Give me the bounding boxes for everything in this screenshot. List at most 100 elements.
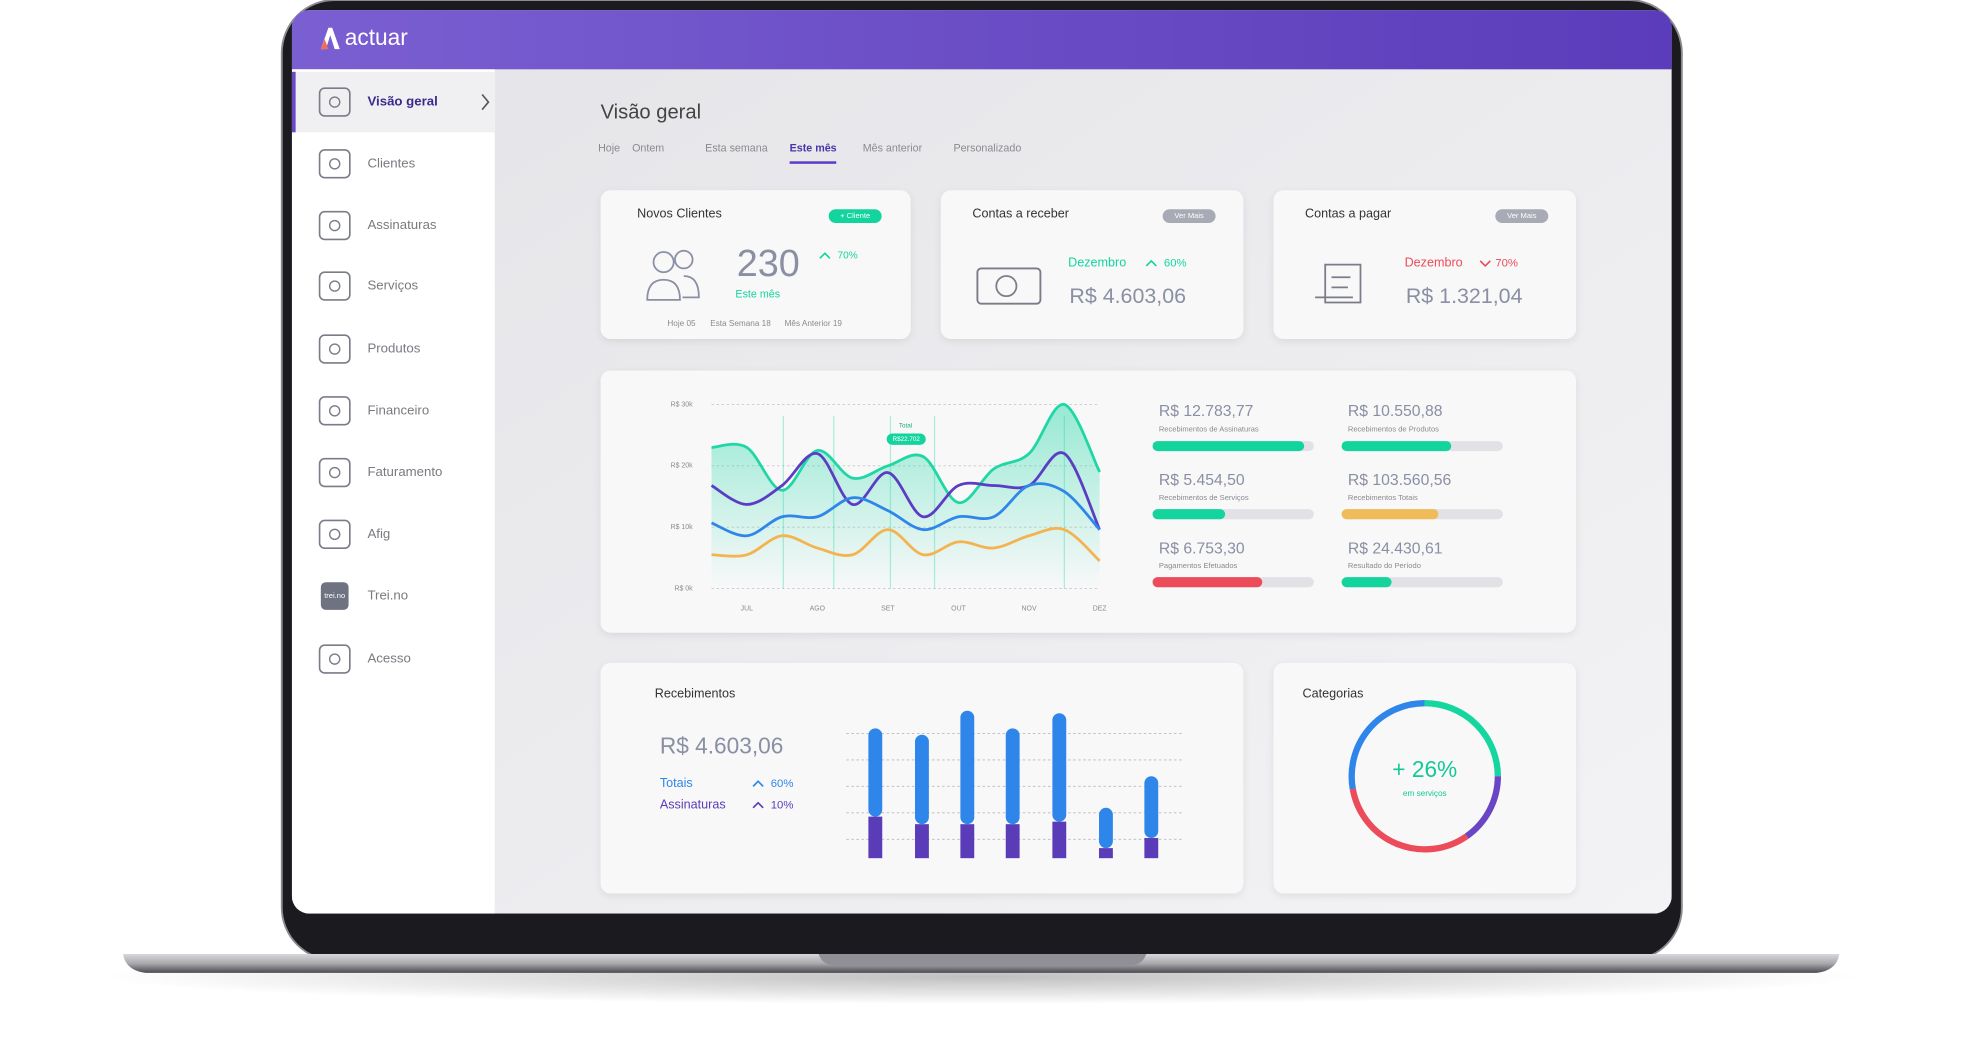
y-tick-label: R$ 30k	[671, 401, 693, 408]
x-tick-label: NOV	[1022, 606, 1037, 613]
tab[interactable]: Este mês	[790, 143, 837, 155]
tab-underline	[789, 161, 837, 164]
donut-arc	[1424, 700, 1502, 777]
trend-up	[752, 801, 764, 809]
tab[interactable]: Mês anterior	[863, 143, 923, 155]
button[interactable]	[1162, 209, 1216, 224]
x-tick-label: AGO	[810, 606, 826, 613]
legend-label: Totais	[660, 776, 693, 790]
sidebar-item[interactable]: Trei.no	[367, 588, 408, 603]
amount: R$ 1.321,04	[1406, 284, 1523, 308]
card-title: Recebimentos	[655, 687, 736, 701]
sidebar-item[interactable]: Clientes	[367, 155, 415, 170]
tab[interactable]: Esta semana	[705, 143, 768, 155]
sidebar-item[interactable]: Financeiro	[367, 402, 429, 417]
trend-up	[819, 252, 831, 259]
icon	[1315, 263, 1362, 304]
annotation: R$22.702	[893, 436, 921, 443]
active-item-bg	[293, 71, 495, 133]
y-tick-label: R$ 20k	[671, 463, 693, 470]
sidebar-item[interactable]: Produtos	[367, 341, 420, 356]
icon-label: trei.no	[324, 591, 345, 600]
icon-detail	[328, 219, 341, 232]
change: 70%	[1495, 257, 1518, 269]
bar	[915, 824, 929, 859]
icon	[976, 267, 1042, 305]
card-title: Contas a pagar	[1305, 207, 1391, 221]
icon	[652, 251, 675, 274]
logo: actuar	[345, 24, 408, 50]
history: Mês Anterior 19	[785, 319, 843, 328]
sidebar	[291, 69, 495, 914]
history: Hoje 05	[667, 319, 696, 328]
icon	[318, 87, 351, 117]
bar	[960, 710, 975, 825]
icon	[318, 210, 351, 241]
icon	[318, 519, 351, 550]
button[interactable]	[828, 209, 882, 224]
icon-detail	[328, 343, 341, 355]
icon	[318, 396, 351, 426]
card	[940, 190, 1244, 339]
x-tick-label: DEZ	[1093, 606, 1108, 613]
icon-detail	[328, 158, 341, 170]
donut-arc	[1349, 788, 1469, 853]
screen: actuar Visão geral Clientes Assinaturas Ser…	[291, 10, 1672, 914]
stat-amount: R$ 24.430,61	[1348, 541, 1443, 558]
stat-amount: R$ 10.550,88	[1348, 403, 1443, 420]
progress-bar	[1341, 509, 1439, 520]
tab[interactable]: Ontem	[632, 143, 664, 155]
progress-bar	[1152, 441, 1305, 452]
amount: R$ 4.603,06	[660, 732, 784, 758]
change: 60%	[1164, 257, 1187, 269]
icon-detail	[328, 528, 341, 541]
sidebar-item[interactable]: Serviços	[367, 278, 418, 293]
button-label[interactable]: Ver Mais	[1174, 211, 1204, 220]
bar	[1144, 776, 1159, 839]
card-title: Novos Clientes	[637, 207, 722, 221]
button-label[interactable]: + Cliente	[840, 211, 870, 220]
bar	[868, 728, 883, 817]
legend-label: Assinaturas	[660, 798, 726, 812]
button-label[interactable]: Ver Mais	[1507, 211, 1537, 220]
icon	[646, 275, 700, 301]
tab[interactable]: Personalizado	[953, 143, 1021, 155]
header	[291, 10, 1672, 70]
icon-detail	[328, 405, 341, 417]
tab[interactable]: Hoje	[598, 143, 620, 155]
card-title: Categorias	[1303, 687, 1364, 701]
stat-label: Recebimentos Totais	[1348, 493, 1418, 502]
button[interactable]	[1495, 209, 1549, 224]
line	[710, 482, 1101, 538]
line	[711, 527, 1101, 562]
amount: R$ 4.603,06	[1069, 284, 1186, 308]
trend-down	[1479, 260, 1491, 268]
month: Dezembro	[1405, 256, 1463, 270]
icon	[674, 249, 694, 270]
bar	[1099, 848, 1113, 859]
laptop-notch	[818, 953, 1147, 966]
line	[711, 403, 1101, 505]
donut-value: + 26%	[1392, 756, 1457, 782]
stat-label: Recebimentos de Serviços	[1159, 493, 1249, 502]
history: Esta Semana 18	[710, 319, 771, 328]
stat-label: Resultado do Período	[1348, 561, 1421, 570]
donut-caption: em serviços	[1403, 789, 1447, 798]
sidebar-item[interactable]: Afig	[367, 526, 390, 541]
sidebar-item[interactable]: Assinaturas	[367, 217, 436, 232]
sidebar-item[interactable]: Visão geral	[367, 94, 437, 109]
chevron	[481, 93, 490, 111]
icon	[318, 149, 351, 179]
line	[710, 451, 1101, 531]
stat-amount: R$ 103.560,56	[1348, 472, 1452, 489]
icon-detail	[328, 466, 341, 479]
card	[1273, 662, 1576, 894]
sidebar-item[interactable]: Faturamento	[367, 464, 442, 479]
icon	[318, 271, 351, 301]
change: 70%	[838, 250, 858, 261]
x-tick-label: JUL	[741, 606, 753, 613]
sidebar-item[interactable]: Acesso	[367, 651, 410, 666]
icon	[318, 457, 351, 488]
bar	[1005, 728, 1020, 825]
count: 230	[737, 243, 800, 285]
